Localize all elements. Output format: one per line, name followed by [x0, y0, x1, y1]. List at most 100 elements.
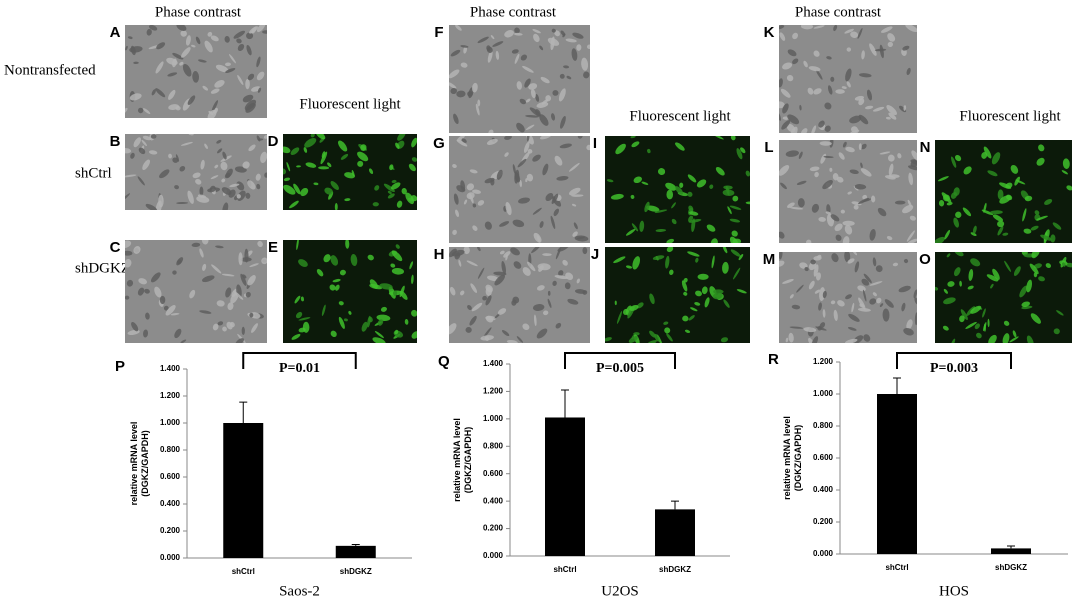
cell — [559, 143, 572, 149]
cell — [671, 218, 677, 225]
cell — [472, 225, 478, 231]
cell — [150, 272, 161, 283]
micrograph — [125, 25, 267, 118]
cell — [779, 78, 783, 88]
cell — [389, 164, 394, 171]
cell — [779, 32, 786, 41]
cell — [1030, 225, 1039, 231]
x-axis-label: Saos-2 — [279, 583, 320, 599]
cell — [523, 141, 530, 153]
cell — [732, 195, 739, 202]
cell — [879, 44, 884, 59]
cell — [576, 278, 580, 284]
cell — [1029, 263, 1039, 275]
cell — [571, 203, 577, 207]
cell — [191, 44, 196, 48]
y-axis-label: relative mRNA level(DGKZ/GAPDH) — [129, 422, 150, 506]
cell — [684, 329, 691, 333]
cell — [834, 223, 843, 232]
cell — [572, 231, 578, 237]
cell — [845, 68, 852, 82]
cell — [879, 303, 884, 308]
cell — [300, 296, 304, 302]
cell — [484, 221, 492, 230]
cell — [859, 303, 865, 308]
cell — [525, 178, 528, 183]
cell — [180, 30, 187, 37]
cell — [532, 304, 545, 311]
cell — [303, 147, 308, 153]
cell — [499, 250, 505, 255]
cell — [803, 327, 817, 333]
cell — [340, 153, 349, 160]
cell — [211, 264, 222, 274]
cell — [150, 134, 157, 139]
cell — [455, 209, 460, 217]
cell — [583, 71, 590, 79]
cell — [391, 179, 397, 184]
y-tick-label: 1.400 — [160, 364, 181, 373]
cell — [786, 123, 796, 133]
cell — [330, 330, 337, 338]
cell — [233, 30, 245, 39]
cell — [204, 143, 208, 149]
cell — [644, 201, 650, 213]
cell — [199, 186, 204, 196]
cell — [872, 106, 885, 112]
cell — [189, 289, 196, 299]
cell — [1006, 194, 1013, 201]
cell — [204, 40, 213, 53]
cell — [145, 203, 158, 210]
cell — [833, 25, 838, 32]
cell — [963, 166, 972, 175]
cell — [938, 199, 945, 207]
cell — [683, 291, 688, 296]
cell — [401, 188, 407, 195]
cell — [1005, 182, 1013, 189]
cell — [188, 134, 194, 136]
cell — [862, 194, 868, 200]
annotation: P=0.005 — [596, 361, 644, 376]
y-tick-label: 0.200 — [483, 524, 504, 533]
cell — [240, 273, 247, 286]
y-tick-label: 0.800 — [160, 445, 181, 454]
cell — [530, 88, 536, 99]
cell — [539, 45, 544, 51]
cell — [687, 251, 700, 257]
significance-bracket — [564, 352, 676, 369]
cell — [787, 202, 795, 209]
cell — [902, 45, 910, 51]
cell — [133, 245, 141, 254]
cell — [368, 168, 374, 175]
cell — [813, 50, 820, 57]
cell — [694, 302, 701, 306]
cell — [798, 151, 803, 159]
cell — [1004, 260, 1012, 272]
panel-label: I — [593, 135, 597, 152]
cell — [247, 73, 255, 81]
panel-label: F — [434, 24, 443, 41]
cell — [496, 169, 503, 180]
cell — [559, 73, 565, 79]
cell — [145, 312, 150, 320]
cell — [666, 238, 675, 243]
cell — [647, 148, 651, 154]
cell — [819, 141, 832, 146]
cell — [675, 186, 684, 195]
cell — [842, 220, 855, 226]
cell — [947, 281, 955, 287]
cell — [631, 141, 640, 148]
cell — [848, 313, 860, 322]
cell — [914, 312, 917, 326]
cell — [882, 308, 890, 322]
cell — [485, 284, 493, 293]
cell — [536, 101, 549, 108]
cell — [475, 103, 480, 116]
cell — [456, 90, 466, 98]
cell — [525, 114, 539, 118]
cell — [636, 302, 644, 309]
cell — [387, 190, 392, 195]
cell — [168, 104, 180, 111]
cell — [237, 75, 244, 86]
panel-label: O — [919, 251, 931, 268]
